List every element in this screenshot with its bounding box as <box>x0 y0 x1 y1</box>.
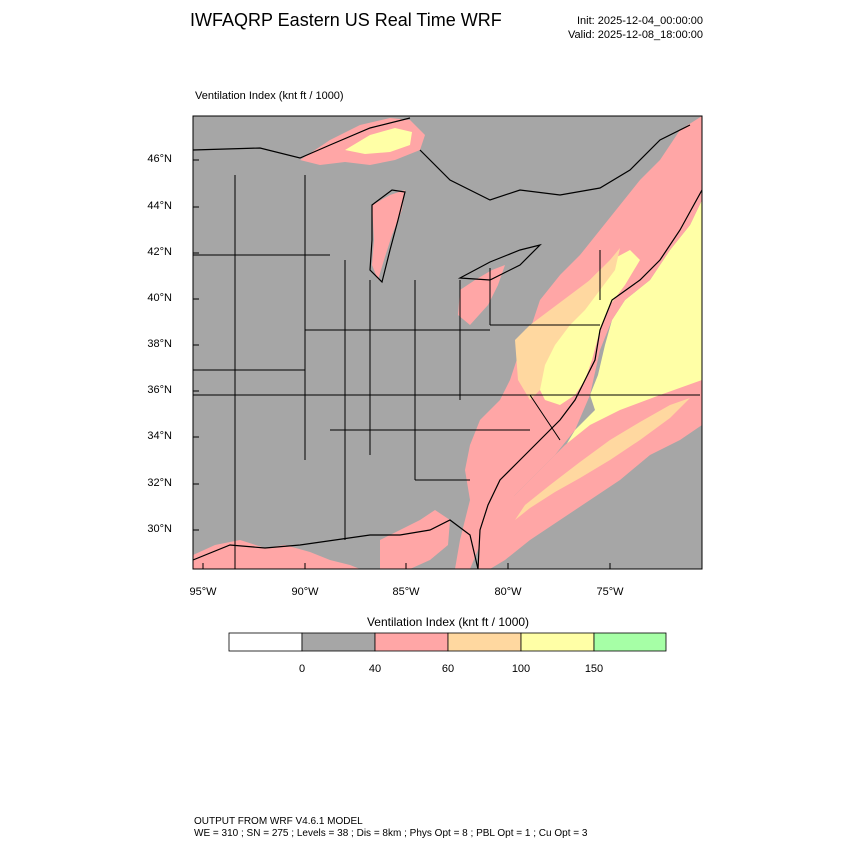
mid-atlantic-yellow-core <box>525 250 640 405</box>
lake-superior-yellow <box>345 128 412 154</box>
offshore-orange-band <box>515 398 690 520</box>
lat-label: 30°N <box>147 523 172 535</box>
lake-michigan-outline <box>369 189 406 284</box>
lon-label: 90°W <box>291 586 319 598</box>
lon-label: 85°W <box>392 586 420 598</box>
lat-label: 36°N <box>147 384 172 396</box>
great-lakes-pink-patch <box>458 265 505 325</box>
map-frame <box>192 115 703 570</box>
colorbar <box>228 632 667 652</box>
lat-label: 32°N <box>147 477 172 489</box>
lon-label: 75°W <box>596 586 624 598</box>
init-time: Init: 2025-12-04_00:00:00 <box>577 15 703 27</box>
colorbar-box-2 <box>374 632 449 652</box>
atlantic-coastline <box>477 189 702 569</box>
footer-model: OUTPUT FROM WRF V4.6.1 MODEL <box>194 816 363 827</box>
colorbar-label: 0 <box>298 663 306 675</box>
mid-atlantic-orange-ring <box>515 248 620 400</box>
colorbar-box-5 <box>593 632 667 652</box>
colorbar-box-4 <box>520 632 595 652</box>
state-boundaries <box>193 175 700 569</box>
colorbar-label: 150 <box>584 663 604 675</box>
gulf-coastline <box>193 519 479 569</box>
lat-label: 44°N <box>147 200 172 212</box>
valid-time: Valid: 2025-12-08_18:00:00 <box>568 29 703 41</box>
map-boundaries <box>193 117 702 569</box>
offshore-yellow-region <box>560 200 702 480</box>
colorbar-label: 100 <box>511 663 531 675</box>
colorbar-box-0 <box>228 632 303 652</box>
colorbar-box-3 <box>447 632 522 652</box>
lon-label: 80°W <box>494 586 522 598</box>
gulf-coast-pink-east <box>380 510 450 569</box>
lat-label: 34°N <box>147 430 172 442</box>
colorbar-label: 60 <box>441 663 455 675</box>
lat-label: 42°N <box>147 246 172 258</box>
colorbar-title: Ventilation Index (knt ft / 1000) <box>366 615 530 629</box>
lake-michigan-region <box>372 190 405 280</box>
canada-border <box>193 117 691 201</box>
map-title: IWFAQRP Eastern US Real Time WRF <box>190 10 502 30</box>
footer-config: WE = 310 ; SN = 275 ; Levels = 38 ; Dis … <box>194 828 588 839</box>
map-field <box>193 116 702 569</box>
lat-label: 40°N <box>147 292 172 304</box>
colorbar-box-1 <box>301 632 376 652</box>
field-label: Ventilation Index (knt ft / 1000) <box>195 90 344 102</box>
axis-ticks <box>193 159 611 569</box>
lat-label: 46°N <box>147 153 172 165</box>
lat-label: 38°N <box>147 338 172 350</box>
colorbar-label: 40 <box>368 663 382 675</box>
lon-label: 95°W <box>189 586 217 598</box>
